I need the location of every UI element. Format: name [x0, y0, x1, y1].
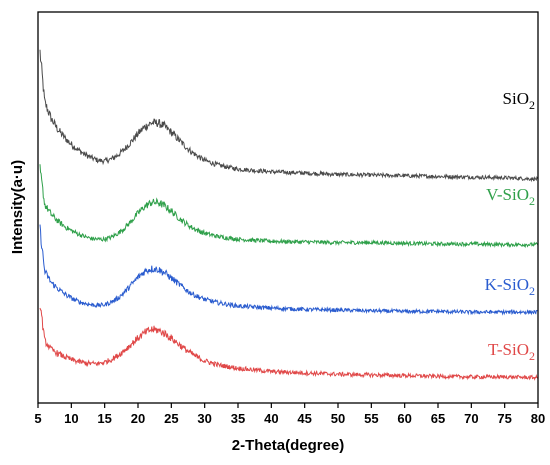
series-label-subscript: 2 — [529, 98, 535, 112]
series-line-t-sio2 — [39, 307, 539, 381]
series-label-v-sio2: V-SiO2 — [486, 185, 535, 208]
x-tick-label: 60 — [397, 411, 411, 426]
x-tick-label: 5 — [34, 411, 41, 426]
x-tick-label: 20 — [131, 411, 145, 426]
x-tick-label: 10 — [64, 411, 78, 426]
x-tick-label: 30 — [197, 411, 211, 426]
series-label-k-sio2: K-SiO2 — [485, 275, 535, 298]
x-tick-label: 65 — [431, 411, 445, 426]
y-axis-title: Intensity(a·u) — [9, 160, 26, 254]
series-label-subscript: 2 — [529, 349, 535, 363]
x-tick-label: 40 — [264, 411, 278, 426]
series-label-subscript: 2 — [529, 284, 535, 298]
series-label-main: K-SiO — [485, 275, 529, 294]
x-tick-label: 50 — [331, 411, 345, 426]
x-axis-ticks: 5 10 15 20 25 30 35 40 45 50 55 60 65 70 75 80 — [34, 403, 545, 426]
series-label-main: T-SiO — [488, 340, 529, 359]
series-label-t-sio2: T-SiO2 — [488, 340, 535, 363]
series-label-main: SiO — [503, 89, 529, 108]
x-tick-label: 80 — [531, 411, 545, 426]
series-label-sio2: SiO2 — [503, 89, 535, 112]
x-tick-label: 35 — [231, 411, 245, 426]
series-label-main: V-SiO — [486, 185, 529, 204]
x-tick-label: 45 — [297, 411, 311, 426]
x-tick-label: 70 — [464, 411, 478, 426]
series-line-sio2 — [39, 49, 539, 183]
x-tick-label: 15 — [97, 411, 111, 426]
series-line-v-sio2 — [39, 164, 539, 249]
series-line-k-sio2 — [39, 224, 539, 316]
x-tick-label: 25 — [164, 411, 178, 426]
series-label-subscript: 2 — [529, 194, 535, 208]
series-layer — [39, 49, 539, 381]
x-tick-label: 75 — [497, 411, 511, 426]
x-tick-label: 55 — [364, 411, 378, 426]
plot-frame — [37, 11, 539, 404]
x-axis-title: 2-Theta(degree) — [232, 437, 345, 454]
